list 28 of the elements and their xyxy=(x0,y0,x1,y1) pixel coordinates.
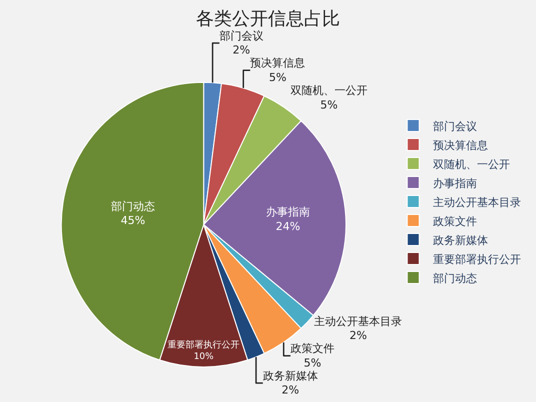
data-label: 2% xyxy=(232,44,250,57)
slice-label: 主动公开基本目录 xyxy=(314,314,402,328)
legend-label: 部门会议 xyxy=(433,120,478,133)
legend-label: 重要部署执行公开 xyxy=(433,252,522,266)
legend-label: 预决算信息 xyxy=(433,138,488,152)
slice-label: 部门会议 xyxy=(219,29,264,42)
legend-label: 主动公开基本目录 xyxy=(433,196,522,209)
slice-label: 双随机、一公开 xyxy=(290,84,368,97)
data-label: 24% xyxy=(276,220,300,234)
slice-label: 重要部署执行公开 xyxy=(168,340,240,351)
data-label: 2% xyxy=(282,384,300,397)
legend-label: 双随机、一公开 xyxy=(433,158,510,171)
slice-label: 政策文件 xyxy=(290,342,334,356)
legend-label: 政务新媒体 xyxy=(433,234,488,247)
data-label: 5% xyxy=(304,356,322,370)
slice-label: 政务新媒体 xyxy=(262,369,318,382)
slice-label: 部门动态 xyxy=(110,200,155,213)
data-label: 10% xyxy=(194,352,214,362)
legend-label: 部门动态 xyxy=(433,272,478,285)
slice-label: 办事指南 xyxy=(266,206,310,219)
slice-label: 预决算信息 xyxy=(250,56,306,70)
data-label: 5% xyxy=(320,98,338,112)
data-label: 2% xyxy=(349,329,367,342)
legend-label: 政策文件 xyxy=(433,214,478,228)
data-label: 45% xyxy=(120,214,146,228)
legend-label: 办事指南 xyxy=(433,176,478,190)
chart-title: 各类公开信息占比 xyxy=(196,8,340,30)
data-label: 5% xyxy=(268,70,286,84)
